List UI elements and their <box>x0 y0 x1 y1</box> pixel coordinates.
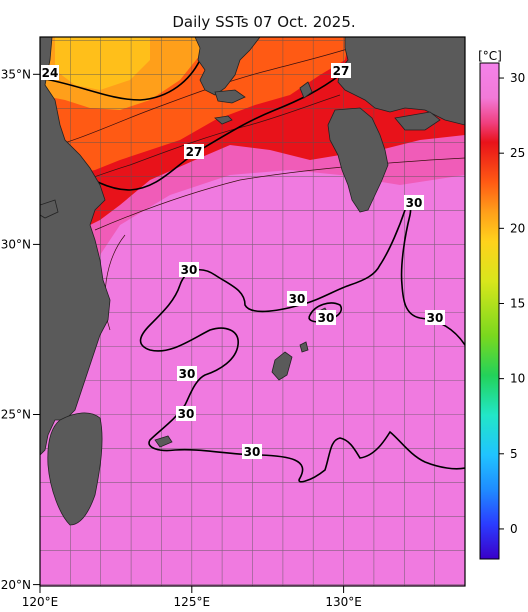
svg-text:30: 30 <box>427 311 444 325</box>
map-frame <box>39 36 466 587</box>
colorbar-gradient <box>479 62 500 560</box>
korea-peninsula <box>194 37 261 96</box>
tsushima <box>299 81 313 99</box>
svg-text:30: 30 <box>289 292 306 306</box>
isotherm-30-mid <box>139 284 239 406</box>
contour-label-27-east: 27 <box>331 63 351 78</box>
lat-tick-30: 30°N <box>1 238 31 252</box>
land <box>40 37 465 526</box>
contour-label-30-c: 30 <box>287 291 307 306</box>
map-title: Daily SSTs 07 Oct. 2025. <box>172 13 356 31</box>
lat-tick-20: 20°N <box>1 578 31 592</box>
isotherm-30-north <box>179 203 465 346</box>
svg-text:27: 27 <box>186 145 203 159</box>
svg-text:30: 30 <box>181 263 198 277</box>
contour-label-30-d: 30 <box>316 310 336 325</box>
contour-label-30-f: 30 <box>177 366 197 381</box>
contour-label-30-g: 30 <box>176 406 196 421</box>
colorbar-tick-label: 10 <box>510 372 525 386</box>
lat-tick-25: 25°N <box>1 408 31 422</box>
contour-label-24: 24 <box>41 65 59 80</box>
small-isle-a <box>40 199 59 219</box>
japan-kyushu <box>327 107 389 213</box>
colorbar-tick-label: 25 <box>510 146 525 160</box>
isotherm-30-okinawa <box>308 302 342 323</box>
contour-labels: 24 27 27 30 30 30 30 30 30 30 30 <box>41 63 445 459</box>
colorbar-tick-label: 30 <box>510 71 525 85</box>
contour-label-30-b: 30 <box>179 262 199 277</box>
lon-axis-labels: 120°E 125°E 130°E <box>22 595 362 609</box>
ryukyu-small-2 <box>299 341 309 353</box>
contour-label-30-a: 30 <box>404 195 424 210</box>
lon-tick-130: 130°E <box>325 595 362 609</box>
graticule <box>40 37 465 586</box>
isotherm-30-loop <box>148 404 465 483</box>
colorbar: [°C] 30 25 20 15 10 5 0 <box>478 49 525 560</box>
korea-south-tip <box>214 89 246 104</box>
lat-axis-labels: 35°N 30°N 25°N 20°N <box>1 68 31 592</box>
lon-tick-120: 120°E <box>22 595 59 609</box>
svg-text:30: 30 <box>318 311 335 325</box>
taiwan <box>47 412 103 526</box>
colorbar-tick-label: 20 <box>510 221 525 235</box>
svg-text:30: 30 <box>244 445 261 459</box>
colorbar-unit: [°C] <box>478 49 502 63</box>
okinawa <box>271 351 293 381</box>
frame-ticks <box>33 73 345 593</box>
contour-label-30-h: 30 <box>242 444 262 459</box>
lat-tick-35: 35°N <box>1 68 31 82</box>
sea-surface-23c <box>55 37 150 90</box>
svg-text:30: 30 <box>178 407 195 421</box>
svg-text:24: 24 <box>42 66 59 80</box>
svg-text:30: 30 <box>406 196 423 210</box>
jeju-island <box>214 115 233 125</box>
svg-text:30: 30 <box>179 367 196 381</box>
contour-label-30-e: 30 <box>425 310 445 325</box>
lon-tick-125: 125°E <box>174 595 211 609</box>
colorbar-ticks: 30 25 20 15 10 5 0 <box>499 71 525 536</box>
contour-label-27-west: 27 <box>184 144 204 159</box>
colorbar-tick-label: 15 <box>510 296 525 310</box>
japan-shikoku <box>394 111 441 131</box>
map-body <box>40 37 465 586</box>
colorbar-tick-label: 0 <box>510 522 518 536</box>
svg-text:27: 27 <box>333 64 350 78</box>
yaeyama-islands <box>154 435 173 448</box>
colorbar-tick-label: 5 <box>510 447 518 461</box>
